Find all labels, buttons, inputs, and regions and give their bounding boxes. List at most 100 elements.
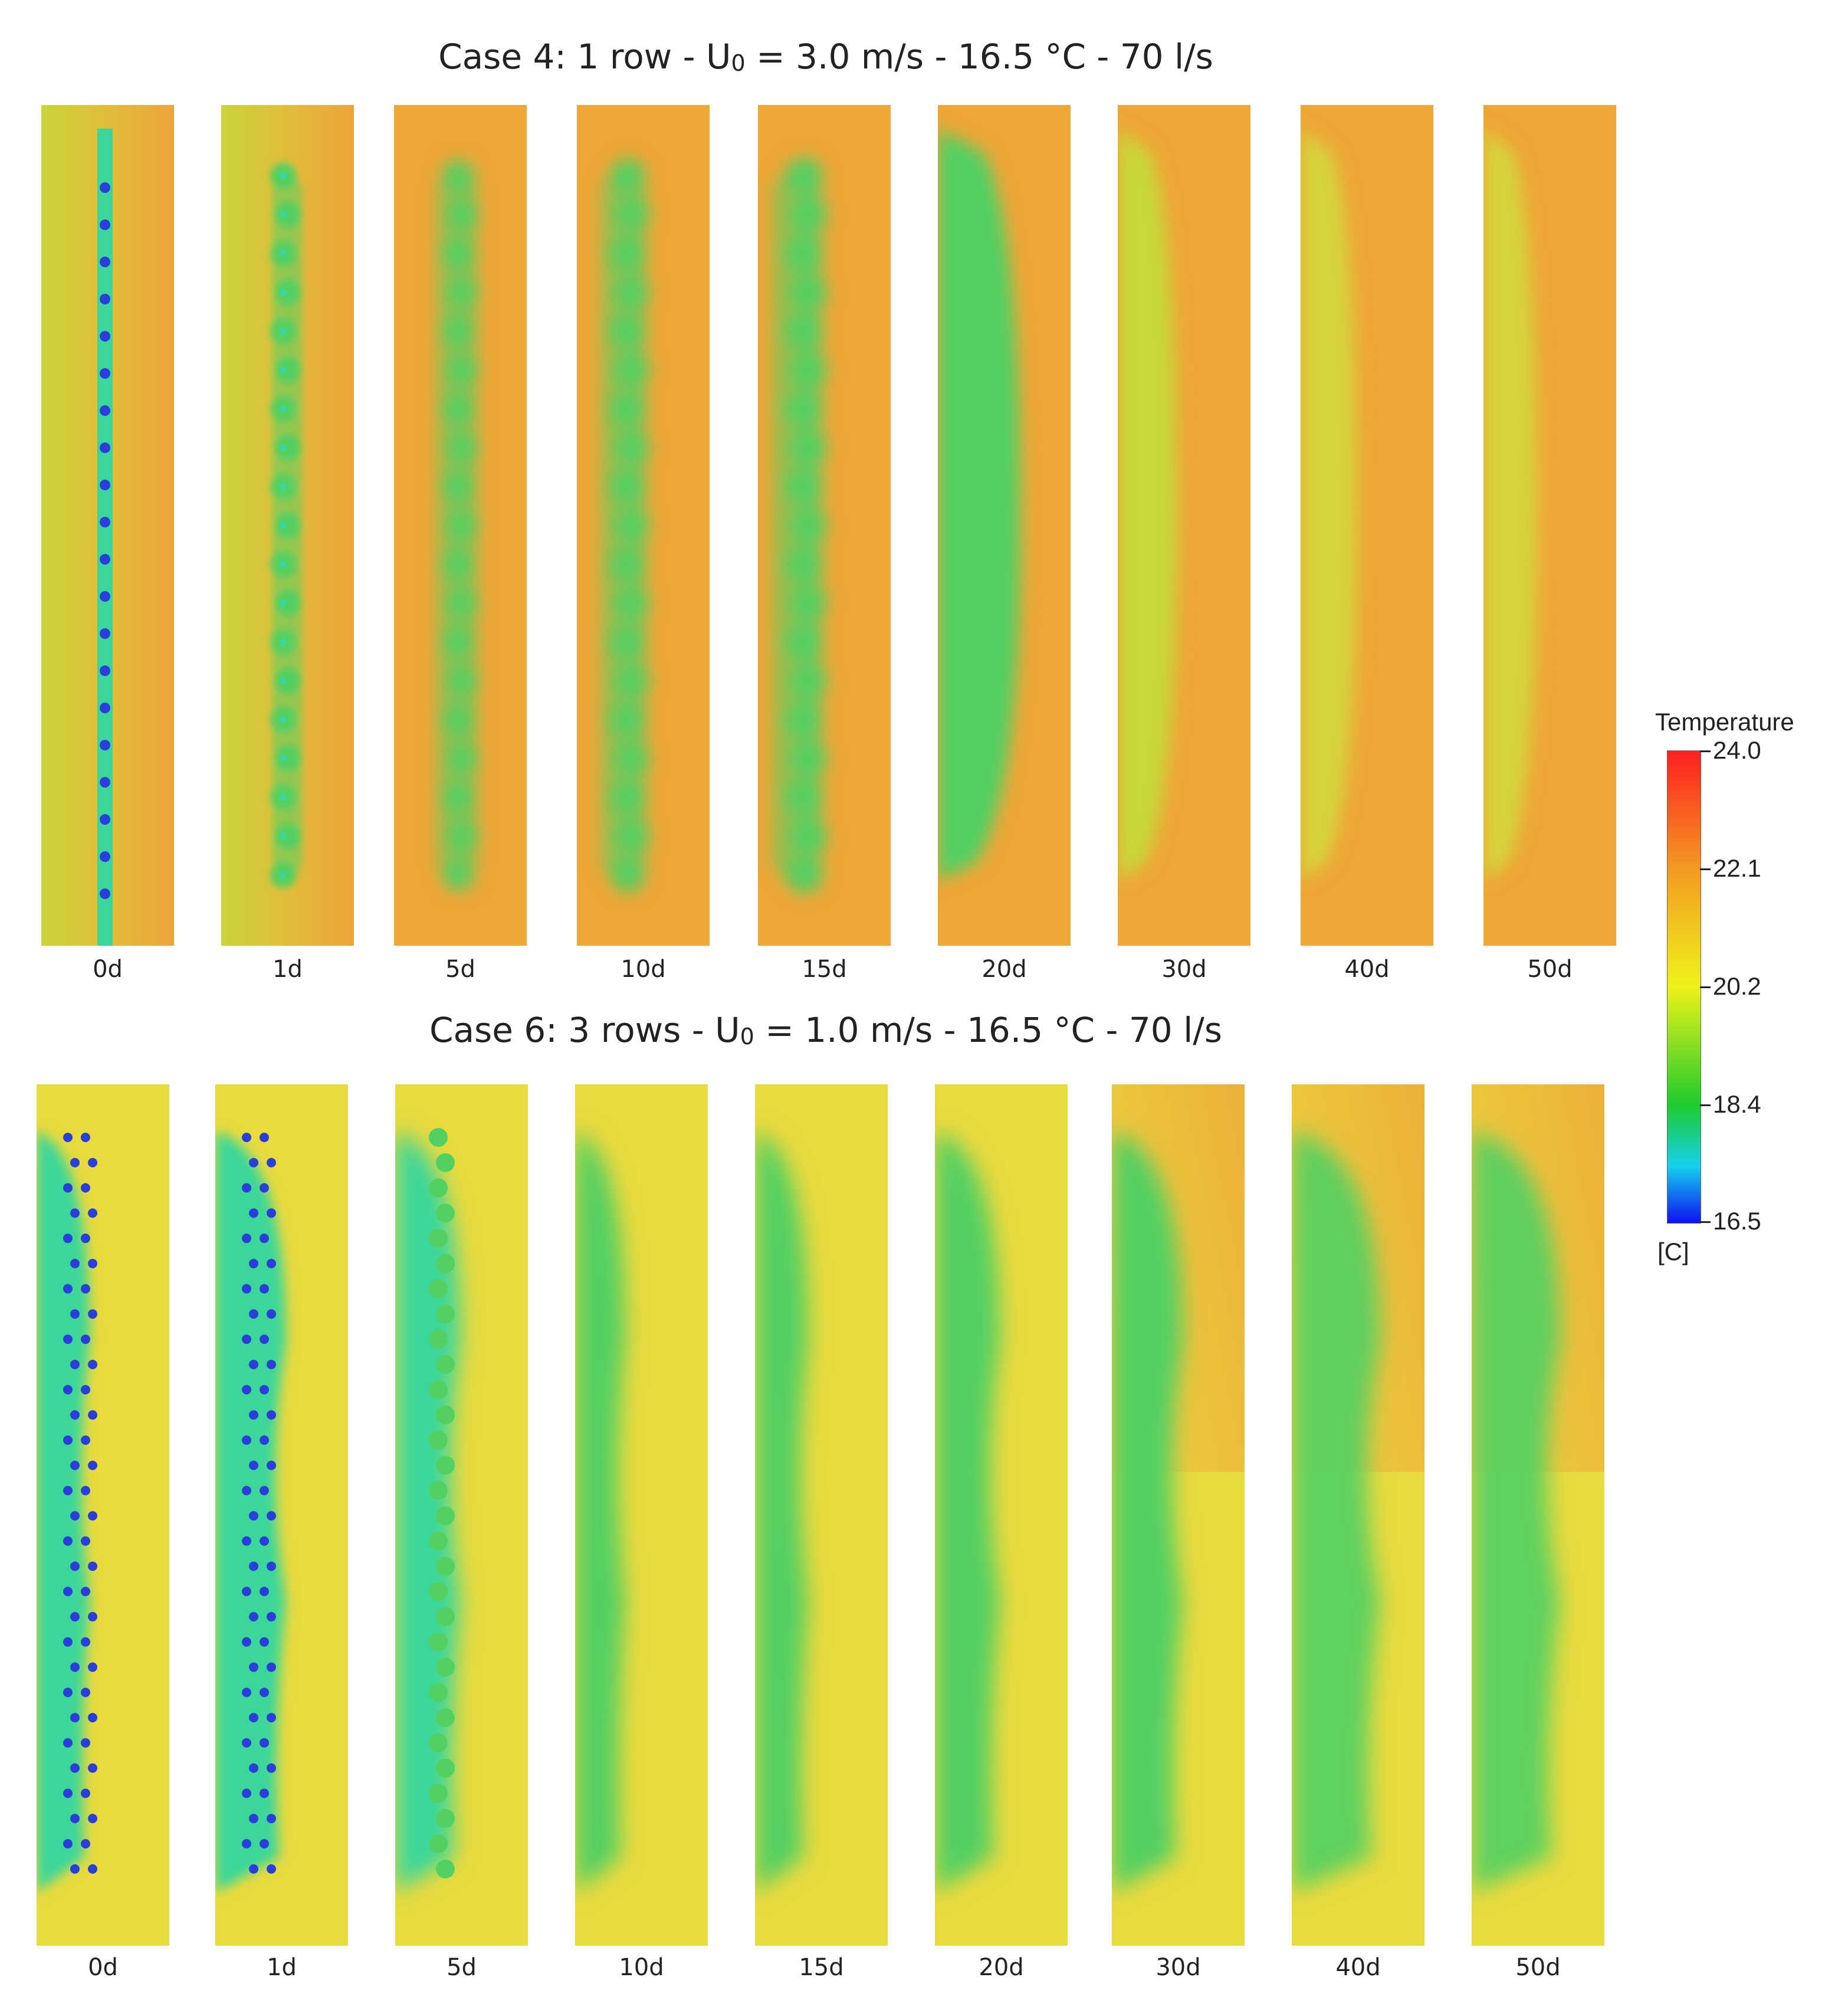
plume-blob: [615, 275, 649, 310]
nozzle: [242, 1334, 251, 1345]
nozzle: [267, 1359, 276, 1369]
nozzle: [436, 1204, 455, 1223]
case6-panel-0d: [37, 1084, 169, 1946]
legend-tick: [1700, 750, 1711, 752]
nozzle: [88, 1561, 97, 1571]
nozzle: [63, 1839, 73, 1849]
case6-panel-40d: [1292, 1084, 1424, 1946]
nozzle: [63, 1284, 73, 1294]
plume-band: [575, 1132, 625, 1893]
nozzle: [249, 1864, 258, 1874]
nozzle: [242, 1738, 251, 1748]
plume-blob: [442, 548, 474, 580]
plume-blob: [610, 858, 645, 892]
case4-panel-1d: [221, 105, 354, 946]
plume-blob: [275, 357, 301, 383]
plume-blob: [615, 353, 649, 388]
nozzle: [100, 257, 110, 267]
case4-label: 50d: [1527, 956, 1573, 983]
nozzle: [267, 1713, 276, 1723]
plume-band: [1301, 129, 1357, 881]
plume-band: [215, 1132, 286, 1893]
plume-band: [1292, 1132, 1380, 1893]
plume-blob: [790, 196, 827, 233]
nozzle: [267, 1814, 276, 1824]
nozzle: [100, 591, 110, 602]
nozzle: [81, 1284, 90, 1294]
nozzle: [280, 366, 287, 374]
nozzle: [242, 1637, 251, 1647]
nozzle: [280, 288, 287, 296]
nozzle: [81, 1234, 90, 1244]
nozzle: [70, 1460, 80, 1470]
plume-blob: [790, 740, 827, 777]
nozzle: [100, 740, 110, 750]
plume-blob: [275, 434, 301, 461]
nozzle: [260, 1385, 269, 1395]
nozzle: [81, 1839, 90, 1849]
plume-blob: [790, 662, 827, 699]
nozzle: [260, 1687, 269, 1697]
case4-label: 10d: [621, 956, 666, 983]
nozzle: [436, 1809, 455, 1828]
nozzle: [242, 1536, 251, 1546]
legend-tick: [1700, 868, 1711, 870]
nozzle: [249, 1410, 258, 1420]
plume-blob: [275, 667, 301, 694]
nozzle: [100, 814, 110, 825]
nozzle: [249, 1460, 258, 1470]
nozzle: [267, 1763, 276, 1773]
case6-label: 5d: [447, 1954, 477, 1981]
nozzle: [242, 1586, 251, 1596]
nozzle: [436, 1355, 455, 1374]
nozzle: [436, 1254, 455, 1273]
nozzle: [429, 1178, 448, 1198]
plume-band: [1483, 129, 1537, 881]
nozzle: [242, 1435, 251, 1445]
nozzle: [429, 1229, 448, 1248]
nozzle: [70, 1561, 80, 1571]
plume-blob: [790, 274, 827, 311]
case6-panel-20d: [935, 1084, 1068, 1946]
plume-blob: [610, 547, 645, 582]
nozzle: [429, 1783, 448, 1803]
nozzle: [267, 1612, 276, 1622]
nozzle: [70, 1309, 80, 1319]
nozzle: [70, 1612, 80, 1622]
nozzle: [63, 1435, 73, 1445]
nozzle: [249, 1561, 258, 1571]
nozzle: [280, 755, 287, 762]
nozzle: [63, 1637, 73, 1647]
case4-panel-50d: [1483, 105, 1616, 946]
nozzle: [429, 1582, 448, 1601]
nozzle: [260, 1133, 269, 1142]
nozzle: [260, 1334, 269, 1345]
nozzle: [280, 638, 287, 645]
nozzle: [249, 1359, 258, 1369]
nozzle: [88, 1511, 97, 1521]
nozzle: [242, 1133, 251, 1142]
plume-blob: [610, 159, 645, 193]
nozzle: [280, 832, 287, 840]
legend-tick-label: 18.4: [1713, 1090, 1761, 1118]
plume-band: [1118, 129, 1177, 881]
plume-blob: [610, 392, 645, 426]
nozzle: [280, 871, 287, 878]
nozzle: [436, 1607, 455, 1627]
plume-blob: [615, 508, 649, 543]
nozzle: [242, 1687, 251, 1697]
nozzle: [100, 851, 110, 862]
legend-tick: [1700, 1104, 1711, 1106]
case4-label: 30d: [1161, 956, 1207, 983]
plume-blob: [786, 391, 822, 427]
case4-panel-40d: [1301, 105, 1433, 946]
nozzle: [249, 1763, 258, 1773]
nozzle: [249, 1208, 258, 1218]
nozzle: [242, 1385, 251, 1395]
nozzle: [88, 1713, 97, 1723]
legend-tick-label: 16.5: [1713, 1207, 1761, 1235]
plume-blob: [442, 781, 474, 813]
plume-blob: [442, 238, 474, 270]
plume-blob: [786, 624, 822, 660]
plume-blob: [442, 315, 474, 347]
